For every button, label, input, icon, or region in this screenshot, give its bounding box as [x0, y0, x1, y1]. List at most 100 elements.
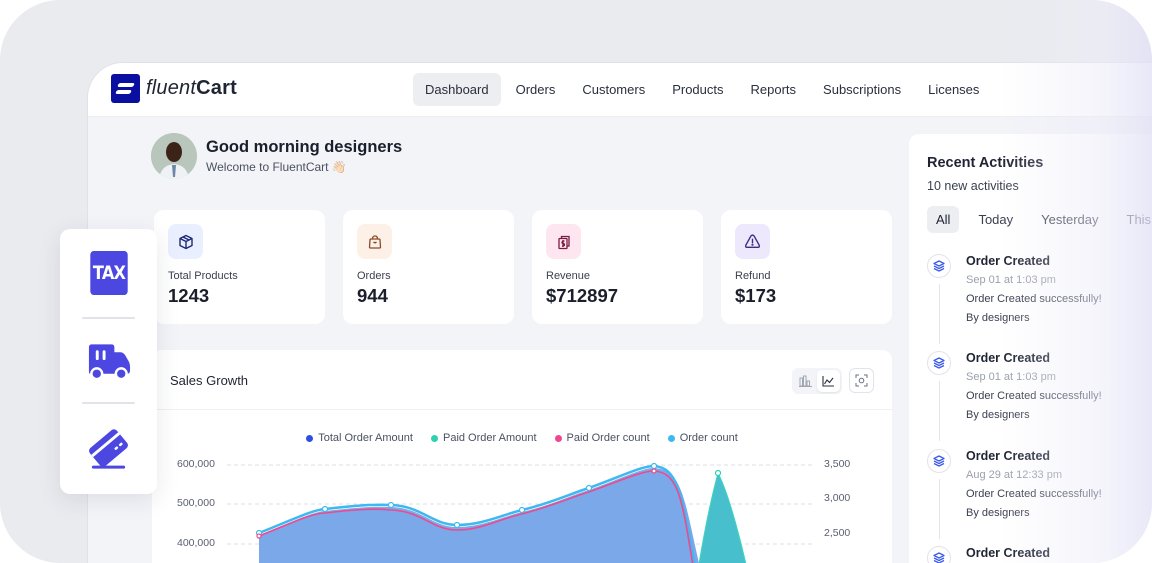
stat-card-orders[interactable]: Orders 944 [343, 210, 514, 324]
chart-header: Sales Growth [152, 350, 892, 410]
y-axis-left-tick: 400,000 [177, 537, 215, 549]
sales-growth-plot [227, 462, 812, 563]
legend-label: Order count [679, 432, 738, 444]
activity-title: Order Created [966, 546, 1051, 560]
tax-button[interactable]: TAX [86, 250, 131, 295]
activity-title: Order Created [966, 254, 1051, 268]
activity-description: Order Created successfully! [966, 390, 1102, 402]
nav-reports[interactable]: Reports [750, 82, 797, 97]
legend-label: Total Order Amount [318, 432, 413, 444]
layers-icon [927, 351, 951, 375]
tab-yesterday[interactable]: Yesterday [1041, 212, 1099, 227]
nav-subscriptions[interactable]: Subscriptions [823, 82, 902, 97]
activity-title: Order Created [966, 351, 1051, 365]
timeline-line [938, 479, 940, 539]
stat-label: Total Products [168, 270, 238, 282]
fullscreen-icon [855, 374, 868, 387]
activity-description: Order Created successfully! [966, 293, 1102, 305]
nav-orders[interactable]: Orders [515, 82, 556, 97]
chart-title: Sales Growth [170, 373, 249, 388]
legend-paid-order-amount[interactable]: Paid Order Amount [430, 432, 537, 444]
brand-name: fluentCart [146, 77, 237, 100]
legend-paid-order-count[interactable]: Paid Order count [554, 432, 650, 444]
stat-value: $173 [735, 285, 777, 306]
timeline-line [938, 284, 940, 344]
line-chart-icon [822, 376, 834, 387]
layers-icon [927, 546, 951, 563]
y-axis-right-tick: 3,500 [824, 458, 851, 470]
tax-icon: TAX [89, 250, 128, 295]
shipping-button[interactable] [86, 339, 131, 384]
activities-filter-tabs: All Today Yesterday This [927, 206, 1152, 233]
stat-label: Orders [357, 270, 391, 282]
stat-value: $712897 [546, 285, 619, 306]
stat-card-revenue[interactable]: Revenue $712897 [532, 210, 703, 324]
nav-licenses[interactable]: Licenses [928, 82, 980, 97]
fluentcart-logo-icon [111, 74, 140, 103]
top-navigation-bar: fluentCart Dashboard Orders Customers Pr… [88, 63, 1152, 117]
chart-legend: Total Order Amount Paid Order Amount Pai… [152, 432, 892, 444]
activity-item[interactable]: Order Created Sep 01 at 1:03 pm Order Cr… [927, 351, 1152, 441]
nav-customers[interactable]: Customers [582, 82, 646, 97]
nav-dashboard[interactable]: Dashboard [413, 73, 501, 106]
legend-dot-icon [430, 434, 438, 442]
activity-description: Order Created successfully! [966, 488, 1102, 500]
stat-card-total-products[interactable]: Total Products 1243 [154, 210, 325, 324]
payment-button[interactable] [86, 426, 131, 471]
floating-feature-panel: TAX [60, 229, 157, 494]
activity-author: By designers [966, 409, 1030, 421]
brand-name-bold: Cart [196, 77, 237, 99]
activity-time: Sep 01 at 1:03 pm [966, 274, 1056, 286]
layers-icon [927, 449, 951, 473]
sales-growth-card: Sales Growth [152, 350, 892, 563]
y-axis-right-tick: 3,000 [824, 492, 851, 504]
line-chart-button[interactable] [817, 370, 840, 392]
bar-chart-button[interactable] [794, 370, 817, 392]
activity-time: Aug 29 at 12:33 pm [966, 469, 1063, 481]
chart-type-toggle [792, 368, 842, 394]
money-stack-icon [546, 224, 581, 259]
shopping-bag-icon [357, 224, 392, 259]
bar-chart-icon [799, 375, 812, 387]
stat-value: 1243 [168, 285, 210, 306]
stat-card-refund[interactable]: Refund $173 [721, 210, 892, 324]
tab-all[interactable]: All [927, 206, 960, 233]
brand-name-light: fluent [146, 77, 197, 99]
stat-label: Refund [735, 270, 771, 282]
activity-item[interactable]: Order Created Aug 29 at 12:33 pm Order C… [927, 449, 1152, 539]
legend-total-order-amount[interactable]: Total Order Amount [306, 432, 413, 444]
box-icon [168, 224, 203, 259]
activity-item[interactable]: Order Created [927, 546, 1152, 563]
nav-products[interactable]: Products [672, 82, 724, 97]
avatar[interactable] [151, 133, 197, 179]
timeline-line [938, 381, 940, 441]
activity-title: Order Created [966, 449, 1051, 463]
stats-row: Total Products 1243 Orders 944 [154, 210, 892, 324]
warning-triangle-icon [735, 224, 770, 259]
logo[interactable]: fluentCart [111, 74, 237, 103]
delivery-truck-icon [88, 343, 131, 380]
activity-time: Sep 01 at 1:03 pm [966, 371, 1056, 383]
fullscreen-button[interactable] [849, 368, 874, 393]
y-axis-left-tick: 500,000 [177, 497, 215, 509]
layers-icon [927, 254, 951, 278]
legend-dot-icon [306, 434, 314, 442]
credit-card-icon [89, 428, 128, 469]
legend-order-count[interactable]: Order count [667, 432, 738, 444]
activity-author: By designers [966, 312, 1030, 324]
activity-author: By designers [966, 507, 1030, 519]
stat-value: 944 [357, 285, 388, 306]
activities-title: Recent Activities [927, 155, 1044, 171]
tab-this[interactable]: This [1126, 212, 1152, 227]
legend-label: Paid Order count [566, 432, 650, 444]
legend-dot-icon [667, 434, 675, 442]
greeting: Good morning designers Welcome to Fluent… [151, 133, 402, 179]
legend-dot-icon [554, 434, 562, 442]
tab-today[interactable]: Today [978, 212, 1014, 227]
greeting-title: Good morning designers [206, 138, 403, 156]
legend-label: Paid Order Amount [442, 432, 537, 444]
stat-label: Revenue [546, 270, 591, 282]
activity-item[interactable]: Order Created Sep 01 at 1:03 pm Order Cr… [927, 254, 1152, 344]
activities-count: 10 new activities [927, 179, 1019, 193]
